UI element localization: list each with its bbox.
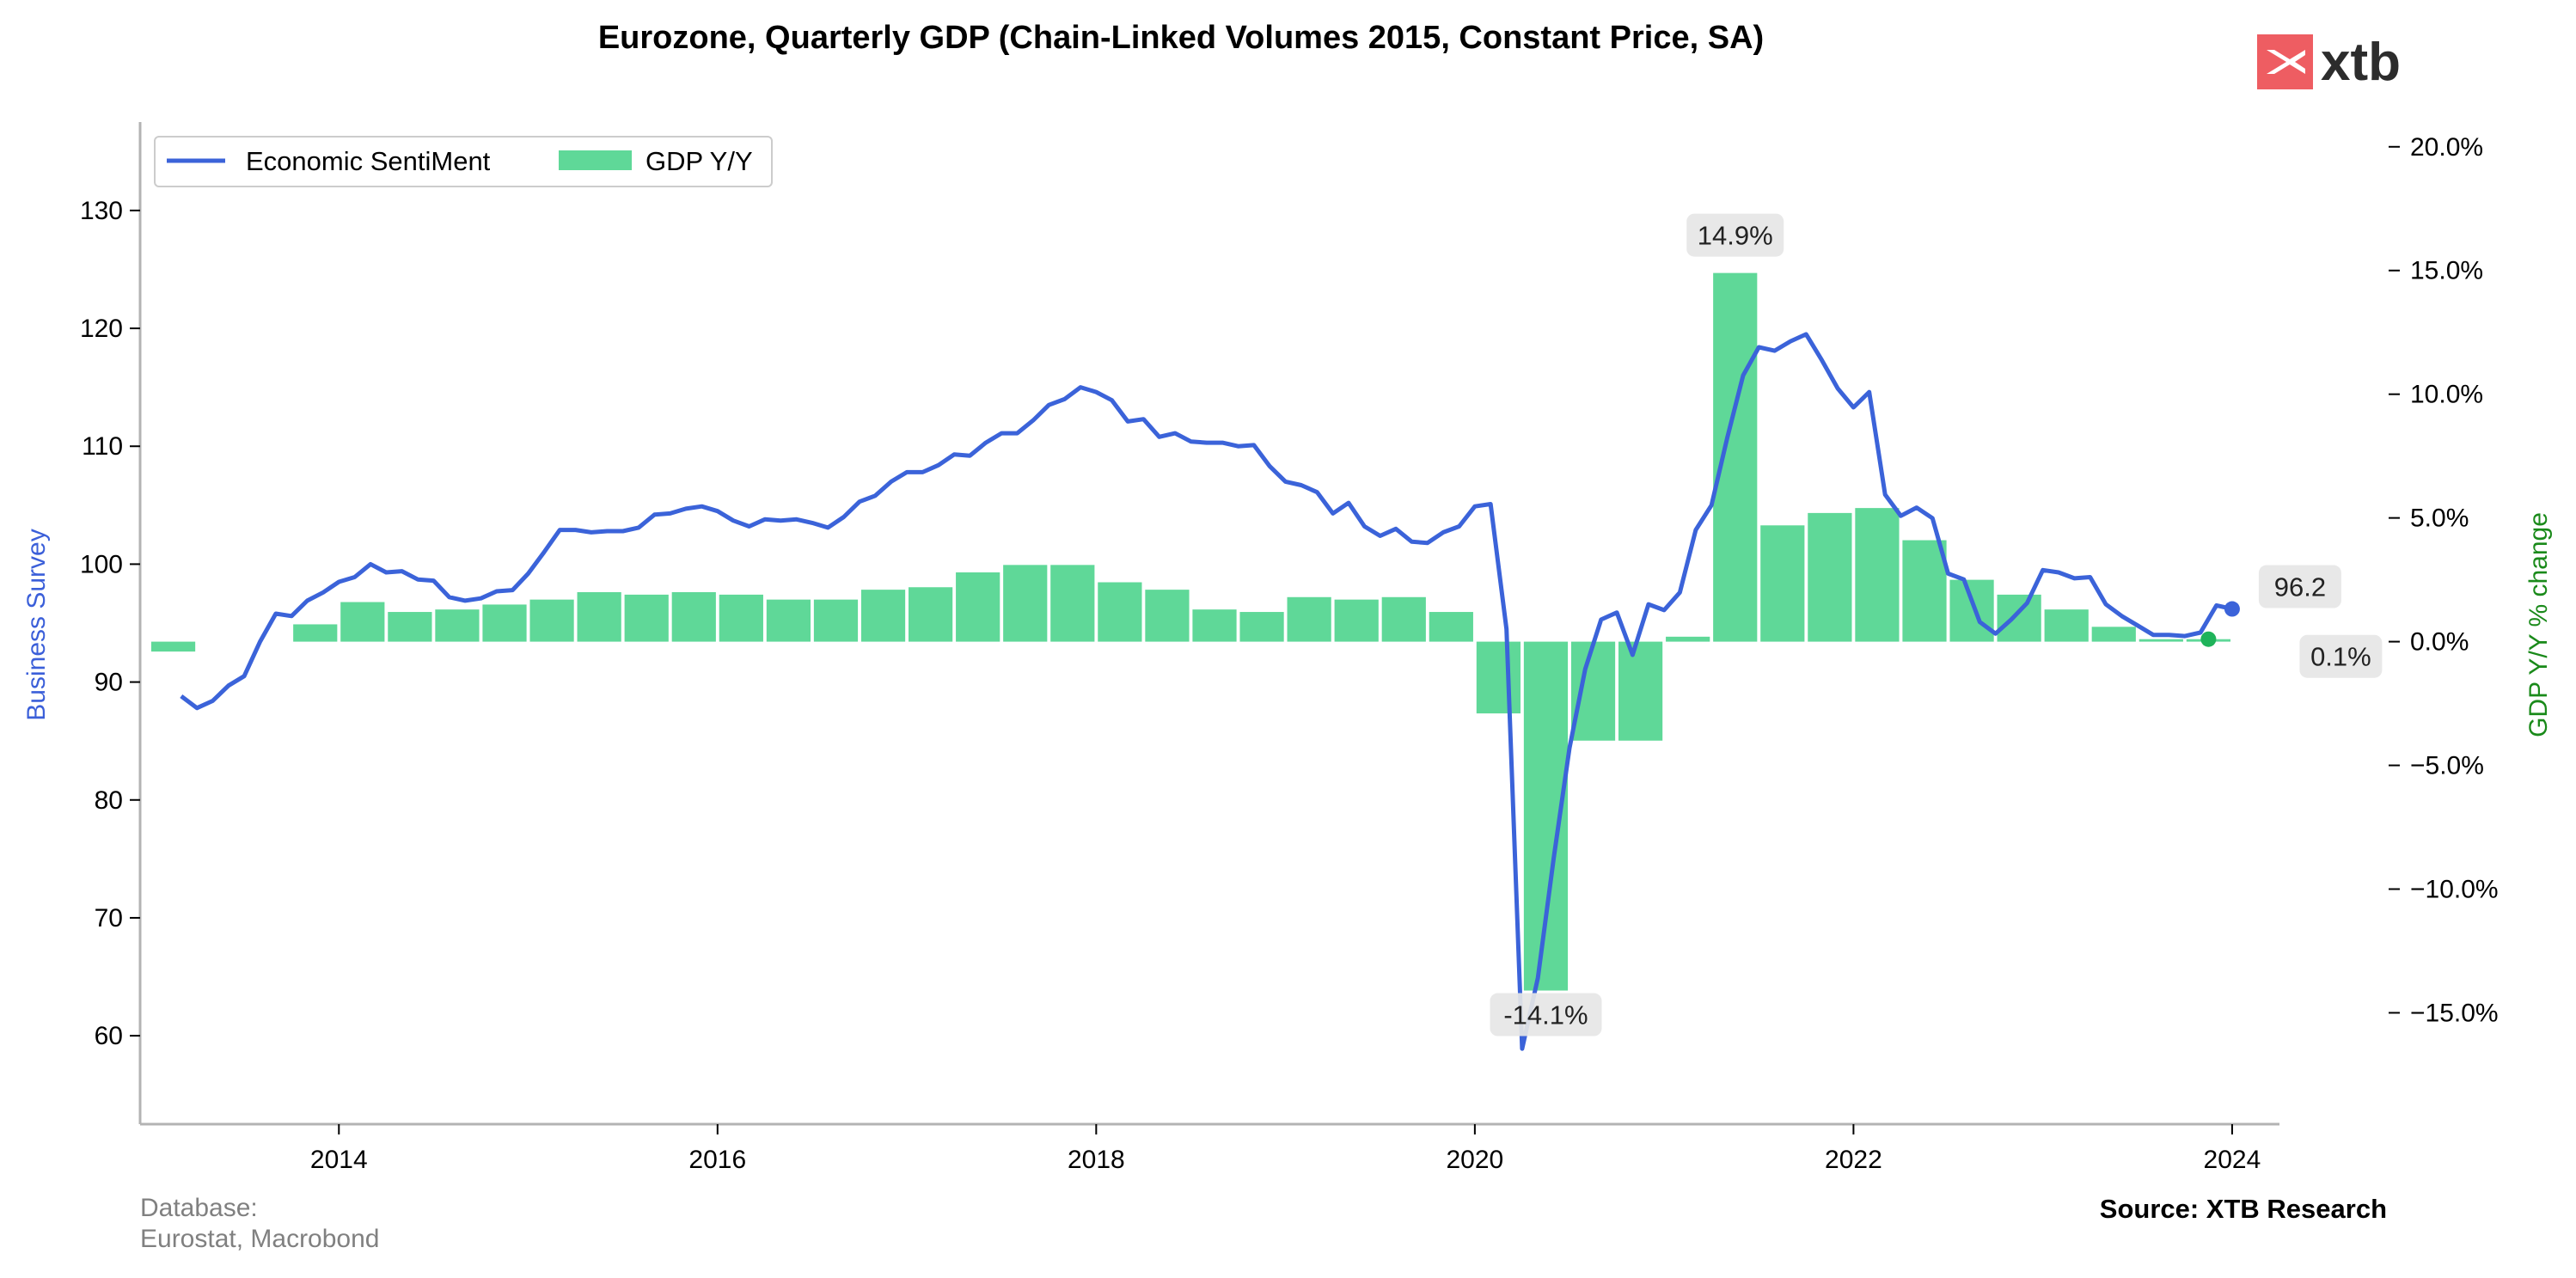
gdp-bar (529, 599, 574, 642)
gdp-bar (1713, 272, 1758, 642)
gdp-bar (909, 587, 953, 642)
gdp-bar (1902, 540, 1947, 642)
sentiment-line (180, 332, 2233, 1051)
gdp-bar (671, 592, 716, 642)
footer-database-label: Database: (140, 1194, 258, 1222)
y-left-tick-label: 100 (80, 550, 123, 578)
annotation-gdp-trough: -14.1% (1503, 1000, 1588, 1030)
gdp-bar (1570, 641, 1616, 741)
sentiment-end-point (2224, 601, 2240, 617)
y-right-tick-label: 15.0% (2410, 257, 2483, 285)
y-right-tick-label: 20.0% (2410, 133, 2483, 162)
y-left-tick-label: 70 (95, 904, 123, 933)
footer-credit: Source: XTB Research (2100, 1194, 2387, 1224)
x-tick-label: 2014 (310, 1146, 368, 1174)
gdp-bar (1003, 565, 1048, 642)
annotation-gdp-peak: 14.9% (1698, 221, 1773, 251)
gdp-bar (766, 599, 811, 642)
gdp-bar (150, 641, 196, 652)
gdp-bar (1476, 641, 1521, 714)
gdp-bar (719, 594, 763, 642)
y-right-tick-label: −15.0% (2410, 999, 2499, 1027)
annotation-gdp-trough-box (1490, 993, 1602, 1036)
legend-label-gdp: GDP Y/Y (646, 146, 753, 176)
chart-title: Eurozone, Quarterly GDP (Chain-Linked Vo… (598, 20, 1764, 56)
y-left-tick-label: 60 (95, 1022, 123, 1050)
x-tick-label: 2016 (688, 1146, 746, 1174)
gdp-bar (624, 594, 669, 642)
gdp-bar (1997, 594, 2041, 642)
xtb-logo-mark (2257, 34, 2313, 89)
y-right-tick-label: 0.0% (2410, 628, 2469, 657)
gdp-bar (956, 572, 1000, 642)
y-left-tick-label: 130 (80, 197, 123, 225)
gdp-end-point (2200, 631, 2217, 647)
y-right-tick-label: 10.0% (2410, 381, 2483, 409)
gdp-bar (1666, 636, 1710, 642)
x-tick-label: 2022 (1825, 1146, 1882, 1174)
gdp-bar (435, 609, 480, 642)
x-tick-label: 2020 (1446, 1146, 1503, 1174)
y-left-tick-label: 110 (82, 432, 123, 461)
gdp-bar (813, 599, 859, 642)
y-left-tick-label: 80 (95, 786, 123, 815)
gdp-bar (577, 592, 621, 642)
gdp-bar (1287, 596, 1331, 642)
x-tick-label: 2024 (2204, 1146, 2261, 1174)
gdp-bar (1098, 582, 1142, 642)
x-tick-label: 2018 (1068, 1146, 1125, 1174)
y-right-tick-label: −5.0% (2410, 752, 2484, 780)
legend-bar-swatch (559, 150, 632, 170)
gdp-bar (1192, 609, 1237, 642)
gdp-bar (1145, 590, 1190, 642)
legend: Economic SentiMent GDP Y/Y (154, 136, 773, 187)
gdp-bar (2139, 639, 2183, 642)
gdp-bar (293, 624, 338, 642)
y-left-tick-label: 90 (95, 669, 123, 697)
gdp-bar (1050, 565, 1095, 642)
annotation-gdp-last-box (2299, 634, 2383, 678)
footer-database-value: Eurostat, Macrobond (140, 1225, 379, 1253)
gdp-bar (1381, 596, 1426, 642)
legend-label-sentiment: Economic SentiMent (246, 146, 491, 176)
gdp-bar (482, 604, 527, 642)
y-left-tick-label: 120 (80, 315, 123, 343)
plot-area: 60 70 80 90 100 110 120 130 −15.0% −10.0% −5.0% 0.0… (80, 122, 2499, 1174)
legend-box (154, 136, 773, 187)
gdp-bar (1334, 599, 1379, 642)
xtb-logo-x-icon (2267, 50, 2305, 74)
gdp-bar (1239, 612, 1284, 642)
gdp-bar (1760, 525, 1805, 642)
annotation-sentiment-last-box (2258, 565, 2341, 608)
annotation-gdp-peak-box (1686, 213, 1784, 257)
y-right-tick-label: −10.0% (2410, 875, 2499, 903)
gdp-bar (1949, 579, 1994, 642)
xtb-logo: xtb (2257, 33, 2401, 92)
gdp-bar (1855, 508, 1900, 642)
gdp-bar (2044, 609, 2089, 642)
gdp-bar (1618, 641, 1663, 741)
gdp-bar (860, 590, 906, 642)
gdp-bar (1808, 512, 1852, 642)
y-right-tick-label: 5.0% (2410, 504, 2469, 533)
gdp-bar (388, 612, 432, 642)
y-axis-right-label: GDP Y/Y % change (2524, 512, 2553, 737)
gdp-bar (340, 602, 385, 642)
gdp-bar (2091, 627, 2136, 642)
gdp-bar (1429, 612, 1473, 642)
annotation-sentiment-last: 96.2 (2274, 572, 2326, 602)
y-axis-left-label: Business Survey (22, 529, 51, 720)
xtb-logo-text: xtb (2321, 33, 2401, 92)
annotation-gdp-last: 0.1% (2310, 642, 2371, 672)
